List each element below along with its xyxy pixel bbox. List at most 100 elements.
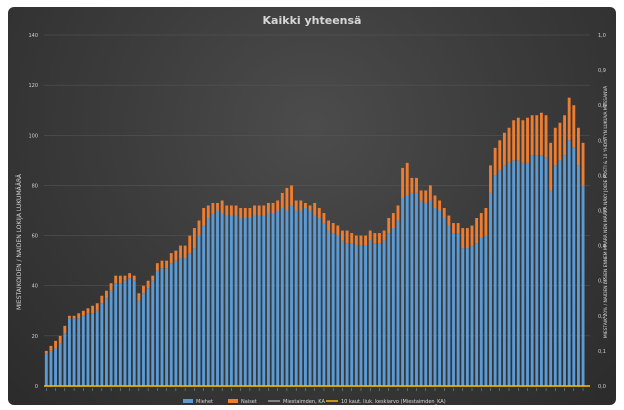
bar-naiset	[294, 200, 298, 211]
bar-miehet	[248, 218, 252, 386]
bar-naiset	[433, 195, 437, 208]
bar-naiset	[428, 185, 432, 201]
bar-miehet	[294, 210, 298, 386]
bar-miehet	[433, 207, 437, 386]
bar-miehet	[428, 200, 432, 386]
legend-label-ka: Miestaimden, KA	[283, 399, 325, 405]
y-tick-label-left: 0	[35, 384, 38, 390]
bar-miehet	[489, 192, 492, 386]
bar-naiset	[81, 310, 85, 316]
bar-naiset	[49, 345, 53, 351]
bar-miehet	[303, 207, 307, 386]
bar-miehet	[123, 280, 127, 386]
bar-naiset	[493, 147, 497, 176]
bar-naiset	[285, 187, 289, 211]
bar-miehet	[424, 202, 428, 386]
bar-naiset	[257, 205, 261, 216]
bar-miehet	[68, 318, 71, 386]
bar-naiset	[137, 293, 141, 301]
bar-naiset	[165, 260, 169, 269]
bar-miehet	[253, 215, 256, 386]
y-ticks-left: 0 20 40 60 80 100 120 140	[28, 33, 38, 390]
bar-naiset	[581, 142, 585, 186]
bar-naiset	[225, 205, 229, 216]
bar-naiset	[535, 115, 539, 156]
bar-naiset	[58, 335, 62, 344]
bar-naiset	[234, 205, 238, 216]
bar-naiset	[502, 132, 506, 166]
bar-miehet	[373, 243, 377, 386]
legend-label-naiset: Naiset	[241, 399, 257, 405]
bar-miehet	[535, 155, 539, 386]
bar-naiset	[206, 205, 210, 219]
bar-miehet	[220, 213, 224, 386]
bar-naiset	[424, 190, 428, 203]
bar-miehet	[479, 238, 483, 386]
bar-naiset	[216, 202, 219, 211]
bar-naiset	[456, 223, 460, 234]
bar-miehet	[179, 258, 182, 386]
bar-miehet	[475, 243, 479, 386]
bar-naiset	[68, 315, 71, 319]
bar-miehet	[331, 233, 335, 386]
bar-naiset	[331, 223, 335, 234]
bar-naiset	[174, 250, 178, 261]
bar-naiset	[336, 225, 340, 236]
bar-miehet	[364, 245, 368, 386]
bar-naiset	[299, 200, 303, 211]
bar-naiset	[539, 112, 543, 156]
y-ticks-right: 0,0 0,1 0,2 0,3 0,4 0,5 0,6 0,7 0,8 0,9 1,0	[598, 33, 606, 390]
bar-miehet	[229, 215, 233, 386]
bar-naiset	[155, 263, 159, 271]
bar-miehet	[128, 278, 132, 386]
bar-naiset	[563, 115, 566, 156]
bar-naiset	[322, 213, 326, 224]
y-tick-label-right: 0,8	[598, 103, 606, 109]
bar-miehet	[239, 218, 243, 386]
y-tick-label-left: 20	[32, 334, 38, 340]
bar-miehet	[276, 210, 280, 386]
bar-naiset	[465, 228, 469, 249]
bar-naiset	[105, 290, 108, 299]
bar-naiset	[572, 105, 576, 148]
bar-naiset	[290, 185, 293, 206]
bar-naiset	[77, 313, 81, 319]
bar-miehet	[350, 243, 354, 386]
bar-naiset	[512, 120, 516, 161]
bar-miehet	[507, 162, 511, 386]
bar-naiset	[382, 230, 386, 241]
bar-miehet	[391, 228, 395, 386]
bar-naiset	[72, 315, 76, 319]
bar-miehet	[410, 192, 414, 386]
bar-naiset	[479, 213, 483, 239]
bar-naiset	[118, 275, 122, 284]
bar-miehet	[470, 245, 474, 386]
bar-miehet	[206, 218, 210, 386]
bar-naiset	[220, 200, 224, 214]
bar-naiset	[54, 340, 58, 349]
bar-miehet	[576, 165, 580, 386]
y-tick-label-left: 40	[32, 284, 38, 290]
y-tick-label-left: 80	[32, 183, 38, 189]
bar-miehet	[211, 213, 215, 386]
bar-miehet	[493, 175, 497, 386]
bar-miehet	[516, 160, 520, 386]
bar-naiset	[276, 200, 280, 211]
bar-naiset	[142, 285, 145, 294]
y-tick-label-right: 1,0	[598, 33, 606, 39]
bar-naiset	[345, 230, 349, 244]
bar-naiset	[553, 127, 557, 166]
bar-miehet	[341, 240, 344, 386]
bar-naiset	[132, 275, 136, 281]
bar-miehet	[285, 210, 289, 386]
y-tick-label-right: 0,1	[598, 349, 606, 355]
bar-naiset	[484, 207, 488, 236]
bar-miehet	[155, 270, 159, 386]
bar-miehet	[77, 318, 81, 386]
bar-miehet	[354, 245, 358, 386]
bar-naiset	[183, 245, 187, 259]
bar-naiset	[391, 213, 395, 229]
bar-miehet	[95, 310, 99, 386]
bar-miehet	[442, 218, 446, 386]
